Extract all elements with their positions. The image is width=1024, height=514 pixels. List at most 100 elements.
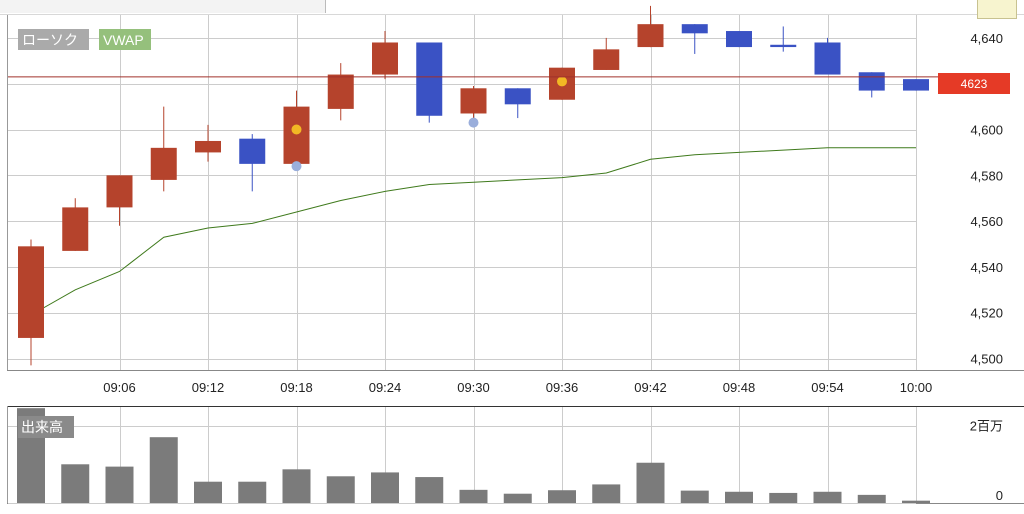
candle-body-10: [460, 88, 487, 114]
volume-bar-11: [503, 493, 532, 503]
price-tick-label: 4,540: [970, 260, 1003, 275]
volume-bar-16: [725, 491, 753, 503]
volume-tick-label: 2百万: [970, 419, 1003, 434]
time-tick-label: 09:54: [811, 380, 844, 395]
volume-bar-2: [105, 466, 134, 503]
time-tick-label: 09:42: [634, 380, 667, 395]
vwap-line: [30, 147, 916, 316]
price-tick-label: 4,500: [970, 352, 1003, 367]
volume-bar-20: [902, 500, 930, 503]
price-tick-label: 4,580: [970, 168, 1003, 183]
time-tick-label: 09:18: [280, 380, 313, 395]
candle-body-8: [372, 42, 398, 75]
volume-bar-12: [548, 490, 576, 503]
candle-4: [195, 124, 221, 162]
legend-vwap-label: VWAP: [103, 32, 144, 48]
volume-bar-6: [282, 469, 311, 503]
candle-body-7: [327, 74, 354, 109]
time-tick-label: 09:12: [192, 380, 225, 395]
candle-18: [814, 37, 841, 75]
legend-candlestick-bg: [18, 29, 89, 50]
candlestick-series: [18, 5, 929, 366]
price-tick-label: 4,640: [970, 31, 1003, 46]
candle-1: [62, 198, 89, 251]
candle-15: [681, 24, 708, 54]
legend-vwap[interactable]: VWAP: [99, 29, 151, 50]
candle-body-17: [770, 44, 797, 48]
overview-navigator[interactable]: [0, 0, 1024, 19]
candle-body-11: [504, 88, 531, 105]
volume-bar-8: [371, 472, 399, 503]
candle-14: [637, 5, 664, 48]
legend-volume-label: 出来高: [21, 419, 63, 435]
candle-11: [504, 88, 531, 119]
volume-bar-19: [857, 494, 886, 503]
time-axis: 09:06 09:12 09:18 09:24 09:30 09:36 09:42 09:48…: [103, 380, 932, 395]
candle-body-0: [18, 246, 44, 338]
volume-bar-1: [61, 464, 90, 503]
current-price-tag-bg: [938, 73, 1010, 94]
candle-body-20: [903, 79, 929, 91]
legend-candlestick[interactable]: ローソク: [18, 29, 89, 50]
candle-10: [460, 86, 487, 119]
time-tick-label: 09:48: [723, 380, 756, 395]
candle-body-14: [637, 24, 664, 48]
marker-yellow-3: [557, 76, 567, 87]
marker-blue-1: [291, 161, 302, 172]
marker-blue-2: [468, 117, 479, 128]
candle-body-16: [726, 31, 752, 48]
volume-bar-18: [813, 491, 842, 503]
candle-body-18: [814, 42, 841, 75]
price-tick-label: 4,600: [970, 123, 1003, 138]
volume-bar-7: [326, 476, 355, 503]
candle-17: [770, 26, 797, 52]
vwap-series: [30, 147, 916, 316]
candle-3: [150, 106, 177, 192]
volume-bar-4: [194, 481, 222, 503]
legend-volume-bg: [18, 416, 74, 438]
main-gridlines: [8, 15, 917, 370]
candle-16: [726, 31, 752, 48]
legend-vwap-bg: [99, 29, 151, 50]
current-price-tag-label: 4623: [961, 77, 988, 91]
candle-body-9: [416, 42, 443, 116]
volume-bar-17: [769, 492, 798, 503]
signal-markers: [291, 76, 567, 172]
time-tick-label: 09:06: [103, 380, 136, 395]
marker-yellow-0: [291, 124, 302, 135]
candle-7: [327, 63, 354, 121]
legend-volume[interactable]: 出来高: [18, 416, 74, 438]
legend-candlestick-label: ローソク: [22, 32, 78, 48]
volume-bar-10: [459, 489, 488, 503]
current-price-tag: 4623: [938, 73, 1010, 94]
time-tick-label: 09:30: [457, 380, 490, 395]
volume-bar-15: [680, 490, 709, 503]
candle-body-6: [283, 106, 310, 164]
price-tick-label: 4,520: [970, 306, 1003, 321]
candle-body-3: [150, 147, 177, 180]
volume-bar-5: [238, 481, 267, 503]
volume-gridlines: [8, 407, 917, 504]
volume-bars: [17, 408, 930, 503]
candle-9: [416, 42, 443, 123]
navigator-handle[interactable]: [977, 0, 1017, 19]
time-tick-label: 09:36: [546, 380, 579, 395]
candle-body-15: [681, 24, 708, 34]
price-tick-label: 4,560: [970, 214, 1003, 229]
volume-bar-13: [592, 484, 621, 503]
candle-19: [858, 72, 885, 98]
candle-body-19: [858, 72, 885, 91]
candle-body-2: [106, 175, 133, 208]
volume-bar-14: [636, 462, 665, 503]
candle-2: [106, 175, 133, 226]
time-tick-label: 10:00: [900, 380, 933, 395]
volume-tick-label: 0: [996, 488, 1003, 503]
navigator-window[interactable]: [0, 0, 326, 13]
candle-body-13: [593, 49, 620, 70]
candle-body-5: [239, 138, 266, 164]
volume-bar-3: [149, 437, 178, 503]
candle-0: [18, 239, 44, 366]
candle-8: [372, 31, 398, 80]
candle-body-1: [62, 207, 89, 251]
